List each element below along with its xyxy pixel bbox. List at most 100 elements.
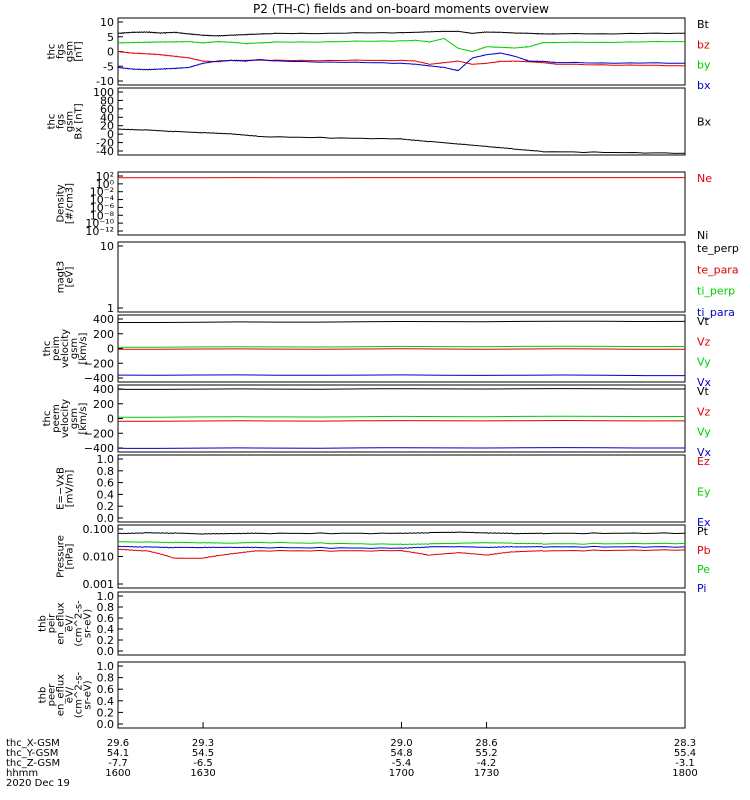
y-tick-label: 0.8 [97,601,115,614]
series-Vz [117,348,685,350]
y-axis-label: sr-eV) [83,609,94,638]
y-axis-label: (cm^2-s- [74,600,85,647]
y-tick-label: 40 [100,111,114,124]
y-tick-label: −400 [84,372,114,385]
series-Pb [117,548,686,559]
legend-Vy: Vy [697,356,711,369]
y-tick-label: 0.100 [83,523,115,536]
legend-Ne: Ne [697,172,712,185]
y-tick-label: 5 [107,31,114,44]
y-tick-label: 0 [107,343,114,356]
legend-Ex: Ex [697,516,711,529]
y-tick-label: 0.2 [97,634,115,647]
y-axis-label: thc [42,411,53,427]
legend-Bt: Bt [697,18,710,31]
legend-Ey: Ey [697,486,711,499]
series-Vx [117,447,685,449]
legend-ti_para: ti_para [697,306,735,319]
y-tick-label: 10 [100,16,114,29]
y-axis-label: thb [38,615,49,632]
x-row-label: thc_Y-GSM [6,748,58,759]
series-by [117,37,685,53]
y-tick-label: 0.010 [83,551,115,564]
x-tick-label: -7.7 [108,758,128,769]
y-tick-label: 10⁻⁴ [90,194,115,207]
y-tick-label: 10² [96,170,114,183]
y-tick-label: 20 [100,120,114,133]
y-axis-label: [nT] [74,41,85,61]
y-axis-label: fgs [56,44,67,59]
legend-Pi: Pi [697,582,706,595]
y-tick-label: 10⁻⁸ [90,209,115,222]
legend-Pt: Pt [697,525,709,538]
y-axis-label: gsm [69,338,80,359]
x-tick-label: 1800 [672,768,697,779]
y-axis-label: eV/ [65,615,76,632]
series-Vy [117,345,686,348]
y-axis-label: fgs [56,114,67,129]
panel-4: 10 1 magt3[eV] te_perp te_para ti_perp ti_para [56,240,739,319]
y-tick-label: 0 [107,413,114,426]
x-tick-label: 1730 [474,768,499,779]
y-tick-label: 0.001 [83,578,115,591]
panel-frame [117,241,686,313]
y-tick-label: 100 [93,86,114,99]
panel-frame [117,661,686,729]
x-tick-label: 1630 [190,768,215,779]
chart-title: P2 (TH-C) fields and on-board moments ov… [253,2,549,16]
y-axis-label: Density [56,184,67,222]
y-tick-label: 200 [93,328,114,341]
series-Vt [117,388,685,390]
panel-frame [117,454,686,523]
y-tick-label: 0.2 [97,500,115,513]
legend-te_perp: te_perp [697,242,739,255]
y-axis-label: Bx [nT] [74,103,85,139]
x-tick-label: 29.0 [390,738,412,749]
y-axis-label: [mV/m] [65,470,76,508]
y-tick-label: 10⁻⁶ [90,201,115,214]
y-axis-label: (cm^2-s- [74,671,85,718]
y-tick-label: -40 [96,145,114,158]
y-axis-label: thc [47,44,58,60]
x-tick-label: -4.2 [477,758,497,769]
legend-Vz: Vz [697,335,711,348]
y-tick-label: 10⁻¹² [85,225,114,238]
y-axis-label: velocity [60,329,71,368]
legend-Vx: Vx [697,446,712,459]
series-bx [117,52,686,72]
panel-frame [117,87,686,156]
series-Vt [118,320,686,323]
panel-frame [117,171,686,236]
legend-Ni: Ni [697,229,708,242]
y-tick-label: −400 [84,442,114,455]
y-axis-label: gsm [65,41,76,62]
y-tick-label: -10 [96,75,114,88]
y-tick-label: 0.0 [97,512,115,525]
y-tick-label: 0 [107,128,114,141]
y-axis-label: peer [47,683,58,707]
panel-8: 0.100 0.010 0.001 Pressure[nPa] Pt Pb Pe Pi [56,523,711,595]
series-Vy [117,415,686,418]
panel-frame [117,17,686,86]
y-axis-label: E=−VxB [56,467,67,510]
y-tick-label: 10⁻¹⁰ [85,217,114,230]
legend-Vx: Vx [697,376,712,389]
legend-bx: bx [697,79,711,92]
x-tick-label: -5.4 [392,758,412,769]
y-axis-label: [nPa] [65,543,76,569]
y-axis-label: en_eflux [56,674,67,716]
y-axis-label: [km/s] [78,402,89,434]
y-axis-label: peim [51,336,62,361]
y-axis-label: [eV] [65,267,76,288]
x-tick-label: -3.1 [675,758,695,769]
y-axis-label: thc [47,114,58,130]
y-tick-label: 1.0 [97,660,115,673]
series-Pt [117,531,686,535]
y-tick-label: 0.0 [97,718,115,731]
y-axis-label: gsm [69,408,80,429]
panel-7: 1.00.80.60.40.20.0 E=−VxB[mV/m] Ez Ey Ex [56,453,711,529]
y-axis-label: thc [42,341,53,357]
